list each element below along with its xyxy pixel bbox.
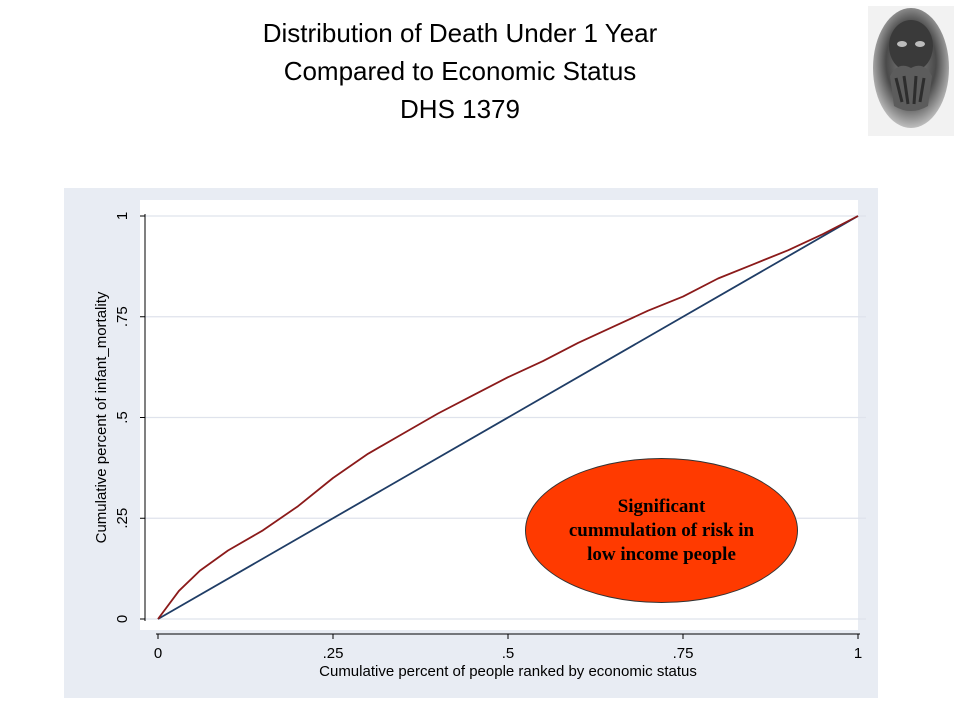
- x-axis-title: Cumulative percent of people ranked by e…: [319, 663, 697, 680]
- x-tick-label-3: .75: [673, 645, 694, 662]
- line-of-equality: [157, 215, 859, 620]
- y-tick-label-3: .75: [114, 306, 131, 327]
- x-tick-label-1: .25: [323, 645, 344, 662]
- portrait-image: [868, 6, 954, 136]
- x-tick-label-0: 0: [154, 645, 162, 662]
- title-line-2: Compared to Economic Status: [283, 56, 637, 86]
- callout-text: Significant cummulation of risk in low i…: [568, 495, 755, 565]
- concentration-curve-chart: 0 .25 .5 .75 1 0 .25 .5 .75 1 Cumulative percent o…: [93, 200, 866, 680]
- x-tick-label-2: .5: [502, 645, 515, 662]
- y-axis-title: Cumulative percent of infant_mortality: [93, 291, 110, 543]
- title-line-3: DHS 1379: [400, 94, 520, 124]
- chart-panel: 0 .25 .5 .75 1 0 .25 .5 .75 1 Cumulative percent o…: [64, 188, 878, 698]
- slide-title: Distribution of Death Under 1 Year Compa…: [150, 14, 770, 128]
- callout-ellipse: Significant cummulation of risk in low i…: [525, 458, 798, 603]
- y-tick-label-4: 1: [114, 212, 131, 220]
- y-tick-label-1: .25: [114, 508, 131, 529]
- y-tick-label-0: 0: [114, 615, 131, 623]
- x-tick-label-4: 1: [854, 645, 862, 662]
- title-line-1: Distribution of Death Under 1 Year: [262, 18, 658, 48]
- y-tick-label-2: .5: [114, 411, 131, 424]
- concentration-curve-line: [157, 215, 859, 620]
